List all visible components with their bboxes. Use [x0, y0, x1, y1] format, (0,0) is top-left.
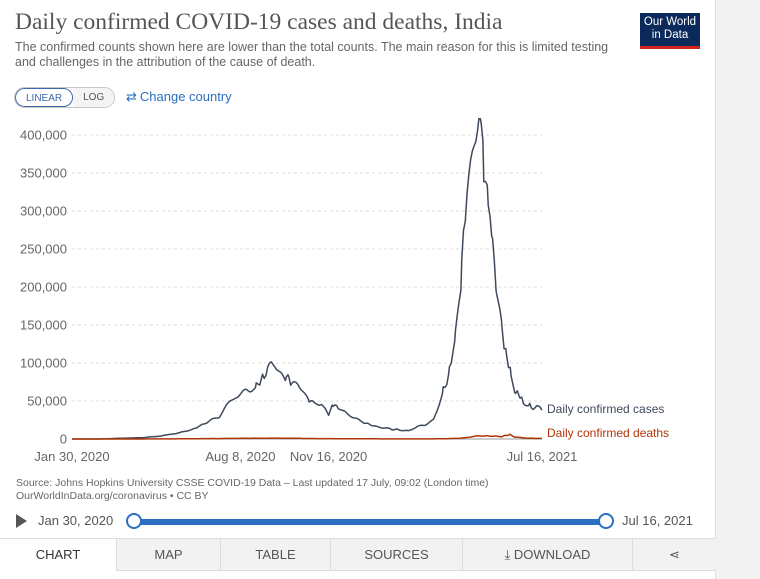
x-tick-label: Nov 16, 2020 [290, 449, 367, 464]
grid-lines [72, 134, 542, 440]
timeline-end-label: Jul 16, 2021 [622, 513, 693, 528]
timeline-track[interactable] [134, 519, 606, 525]
tab-table-label: TABLE [255, 547, 296, 562]
share-icon: ⋖ [669, 547, 680, 562]
timeline-start-label: Jan 30, 2020 [38, 513, 114, 528]
page-background [716, 0, 760, 579]
tab-sources-label: SOURCES [364, 547, 429, 562]
chart-title: Daily confirmed COVID-19 cases and death… [15, 9, 503, 35]
tab-share[interactable]: ⋖ [632, 539, 716, 571]
chart-card: Daily confirmed COVID-19 cases and death… [0, 0, 716, 579]
y-axis-ticks: 0 50,000 100,000 150,000 200,000 250,000 300,0… [20, 128, 67, 447]
y-tick-label: 100,000 [20, 356, 67, 371]
timeline: Jan 30, 2020 Jul 16, 2021 [0, 508, 716, 536]
tab-map-label: MAP [154, 547, 183, 562]
x-tick-label: Aug 8, 2020 [205, 449, 275, 464]
change-country-label: Change country [139, 89, 232, 104]
tab-bar: CHART MAP TABLE SOURCES ⤓ DOWNLOAD ⋖ [0, 538, 716, 571]
tab-chart-label: CHART [35, 547, 81, 562]
tab-sources[interactable]: SOURCES [330, 539, 462, 571]
chart-subtitle: The confirmed counts shown here are lowe… [15, 40, 609, 69]
y-tick-label: 150,000 [20, 318, 67, 333]
x-axis-ticks: Jan 30, 2020 Aug 8, 2020 Nov 16, 2020 Jul 1… [34, 449, 577, 464]
logo-line-1: Our World [643, 16, 697, 28]
tab-map[interactable]: MAP [116, 539, 220, 571]
play-icon[interactable] [16, 514, 27, 528]
y-tick-label: 250,000 [20, 242, 67, 257]
y-tick-label: 300,000 [20, 204, 67, 219]
source-note: Source: Johns Hopkins University CSSE CO… [16, 477, 616, 503]
tab-download-label: DOWNLOAD [513, 547, 591, 562]
change-country-link[interactable]: ⇄ Change country [126, 89, 232, 105]
deaths-line [72, 433, 543, 440]
swap-arrows-icon: ⇄ [126, 89, 137, 104]
source-line: Source: Johns Hopkins University CSSE CO… [16, 477, 489, 489]
chart-series [72, 118, 543, 440]
timeline-end-handle[interactable] [598, 513, 614, 529]
tab-download[interactable]: ⤓ DOWNLOAD [462, 539, 632, 571]
scale-toggle: LINEAR LOG [14, 87, 116, 108]
logo-line-2: in Data [651, 29, 689, 41]
cases-line [72, 118, 543, 440]
log-scale-button[interactable]: LOG [73, 88, 115, 107]
y-tick-label: 0 [60, 432, 67, 447]
y-tick-label: 200,000 [20, 280, 67, 295]
y-tick-label: 50,000 [27, 394, 67, 409]
tab-table[interactable]: TABLE [220, 539, 330, 571]
y-tick-label: 400,000 [20, 128, 67, 143]
legend-deaths-label: Daily confirmed deaths [547, 426, 669, 440]
tab-chart[interactable]: CHART [0, 539, 116, 571]
download-icon: ⤓ [504, 547, 514, 562]
linear-scale-button[interactable]: LINEAR [15, 88, 74, 107]
owid-logo[interactable]: Our World in Data [640, 13, 700, 49]
y-tick-label: 350,000 [20, 166, 67, 181]
source-link[interactable]: OurWorldInData.org/coronavirus • CC BY [16, 490, 209, 502]
line-chart: 0 50,000 100,000 150,000 200,000 250,000 300,0… [20, 118, 669, 464]
timeline-start-handle[interactable] [126, 513, 142, 529]
legend-cases-label: Daily confirmed cases [547, 402, 664, 416]
chart-legend: Daily confirmed cases Daily confirmed dea… [547, 402, 669, 440]
x-tick-label: Jan 30, 2020 [34, 449, 109, 464]
x-tick-label: Jul 16, 2021 [507, 449, 578, 464]
